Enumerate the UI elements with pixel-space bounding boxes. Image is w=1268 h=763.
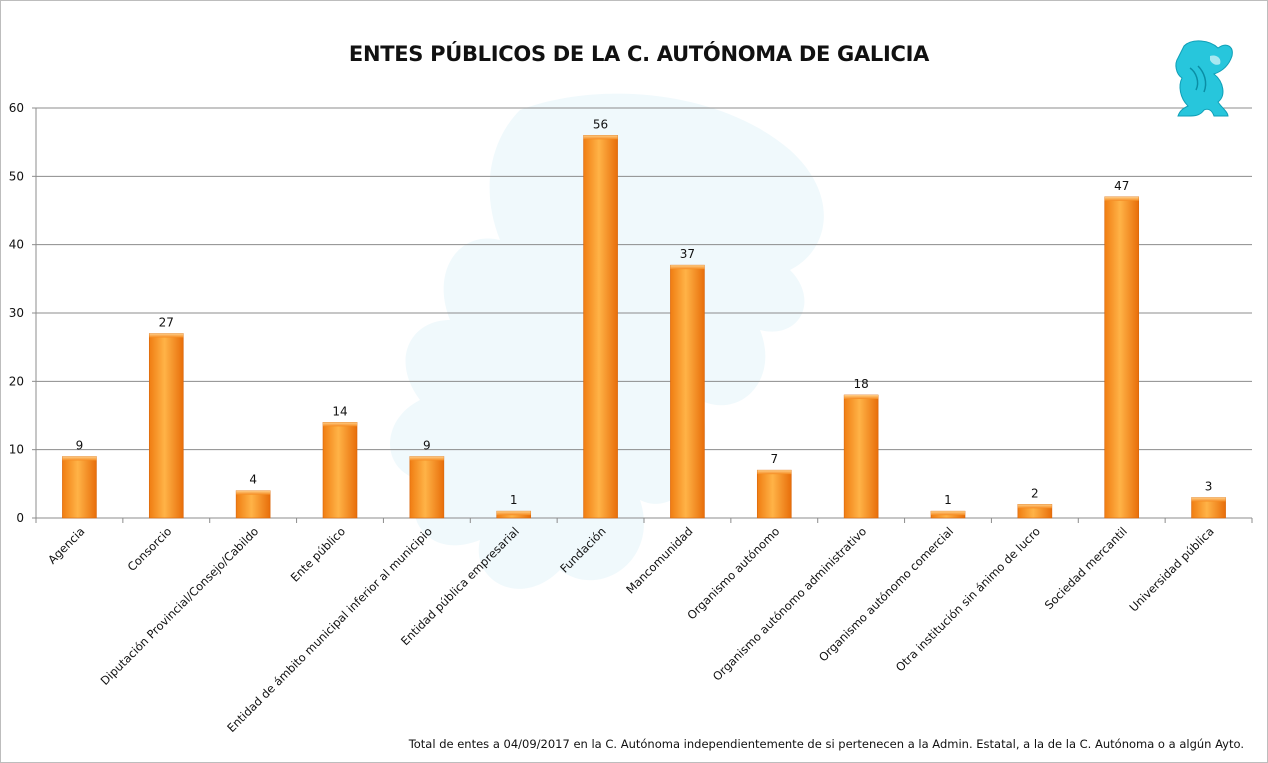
bar-2: [235, 490, 271, 519]
data-label: 56: [593, 117, 608, 131]
data-label: 1: [944, 493, 952, 507]
bar-cap-1: [149, 333, 184, 338]
chart-footnote: Total de entes a 04/09/2017 en la C. Aut…: [408, 737, 1244, 751]
y-tick-label: 50: [9, 169, 24, 183]
data-labels: 9 27 4 14 9 1 56 37 7 18 1 2 47 3: [76, 117, 1213, 507]
data-label: 37: [680, 247, 695, 261]
bar-9: [843, 394, 879, 519]
x-tick-label: Agencia: [45, 524, 88, 567]
bar-cap-8: [757, 470, 792, 475]
bar-cap-9: [844, 395, 879, 399]
x-tick-label: Entidad de ámbito municipal inferior al …: [224, 524, 435, 735]
bar-0: [62, 456, 97, 519]
y-tick-label: 30: [9, 306, 24, 320]
x-tick-label: Organismo autónomo administrativo: [710, 524, 869, 683]
bar-cap-7: [670, 265, 705, 270]
bar-cap-5: [496, 511, 531, 516]
y-tick-label: 60: [9, 101, 24, 115]
data-label: 14: [332, 404, 347, 418]
bar-cap-12: [1104, 196, 1139, 201]
y-tick-labels: 0 10 20 30 40 50 60: [9, 101, 24, 525]
y-tick-label: 20: [9, 374, 24, 388]
bar-cap-6: [583, 135, 618, 140]
bar-12: [1104, 196, 1140, 519]
bar-cap-10: [931, 511, 965, 516]
bar-cap-3: [323, 422, 357, 427]
bar-cap-11: [1017, 504, 1052, 509]
bar-6: [583, 135, 618, 519]
y-tick-label: 10: [9, 443, 24, 457]
x-tick-label: Ente público: [288, 524, 348, 584]
chart-title: ENTES PÚBLICOS DE LA C. AUTÓNOMA DE GALI…: [348, 42, 930, 66]
griffin-logo-icon: [1175, 40, 1233, 117]
x-tick-label: Sociedad mercantil: [1042, 524, 1130, 612]
data-label: 7: [770, 452, 778, 466]
data-label: 3: [1205, 480, 1213, 494]
y-tick-label: 0: [16, 511, 24, 525]
bar-cap-2: [236, 490, 271, 495]
bar-cap-13: [1191, 497, 1226, 502]
x-tick-label: Diputación Provincial/Consejo/Cabildo: [98, 524, 262, 688]
bar-cap-0: [62, 456, 97, 461]
y-gridlines: [32, 107, 1253, 523]
data-label: 9: [423, 439, 431, 453]
y-tick-label: 40: [9, 238, 24, 252]
x-tick-label: Universidad pública: [1126, 524, 1216, 614]
x-tick-label: Otra institución sin ánimo de lucro: [893, 524, 1043, 674]
bar-cap-4: [409, 456, 444, 461]
x-tick-label: Consorcio: [125, 524, 175, 574]
x-tick-label: Organismo autónomo: [684, 524, 782, 622]
data-label: 27: [159, 316, 174, 330]
data-label: 1: [510, 493, 518, 507]
bar-series: [62, 135, 1226, 519]
data-label: 47: [1114, 179, 1129, 193]
bar-4: [409, 456, 445, 519]
data-label: 9: [76, 439, 84, 453]
bar-3: [322, 422, 358, 519]
data-label: 18: [854, 377, 869, 391]
bar-7: [670, 264, 705, 519]
data-label: 2: [1031, 486, 1039, 500]
bar-1: [148, 333, 184, 519]
bar-8: [756, 469, 792, 519]
data-label: 4: [249, 473, 257, 487]
